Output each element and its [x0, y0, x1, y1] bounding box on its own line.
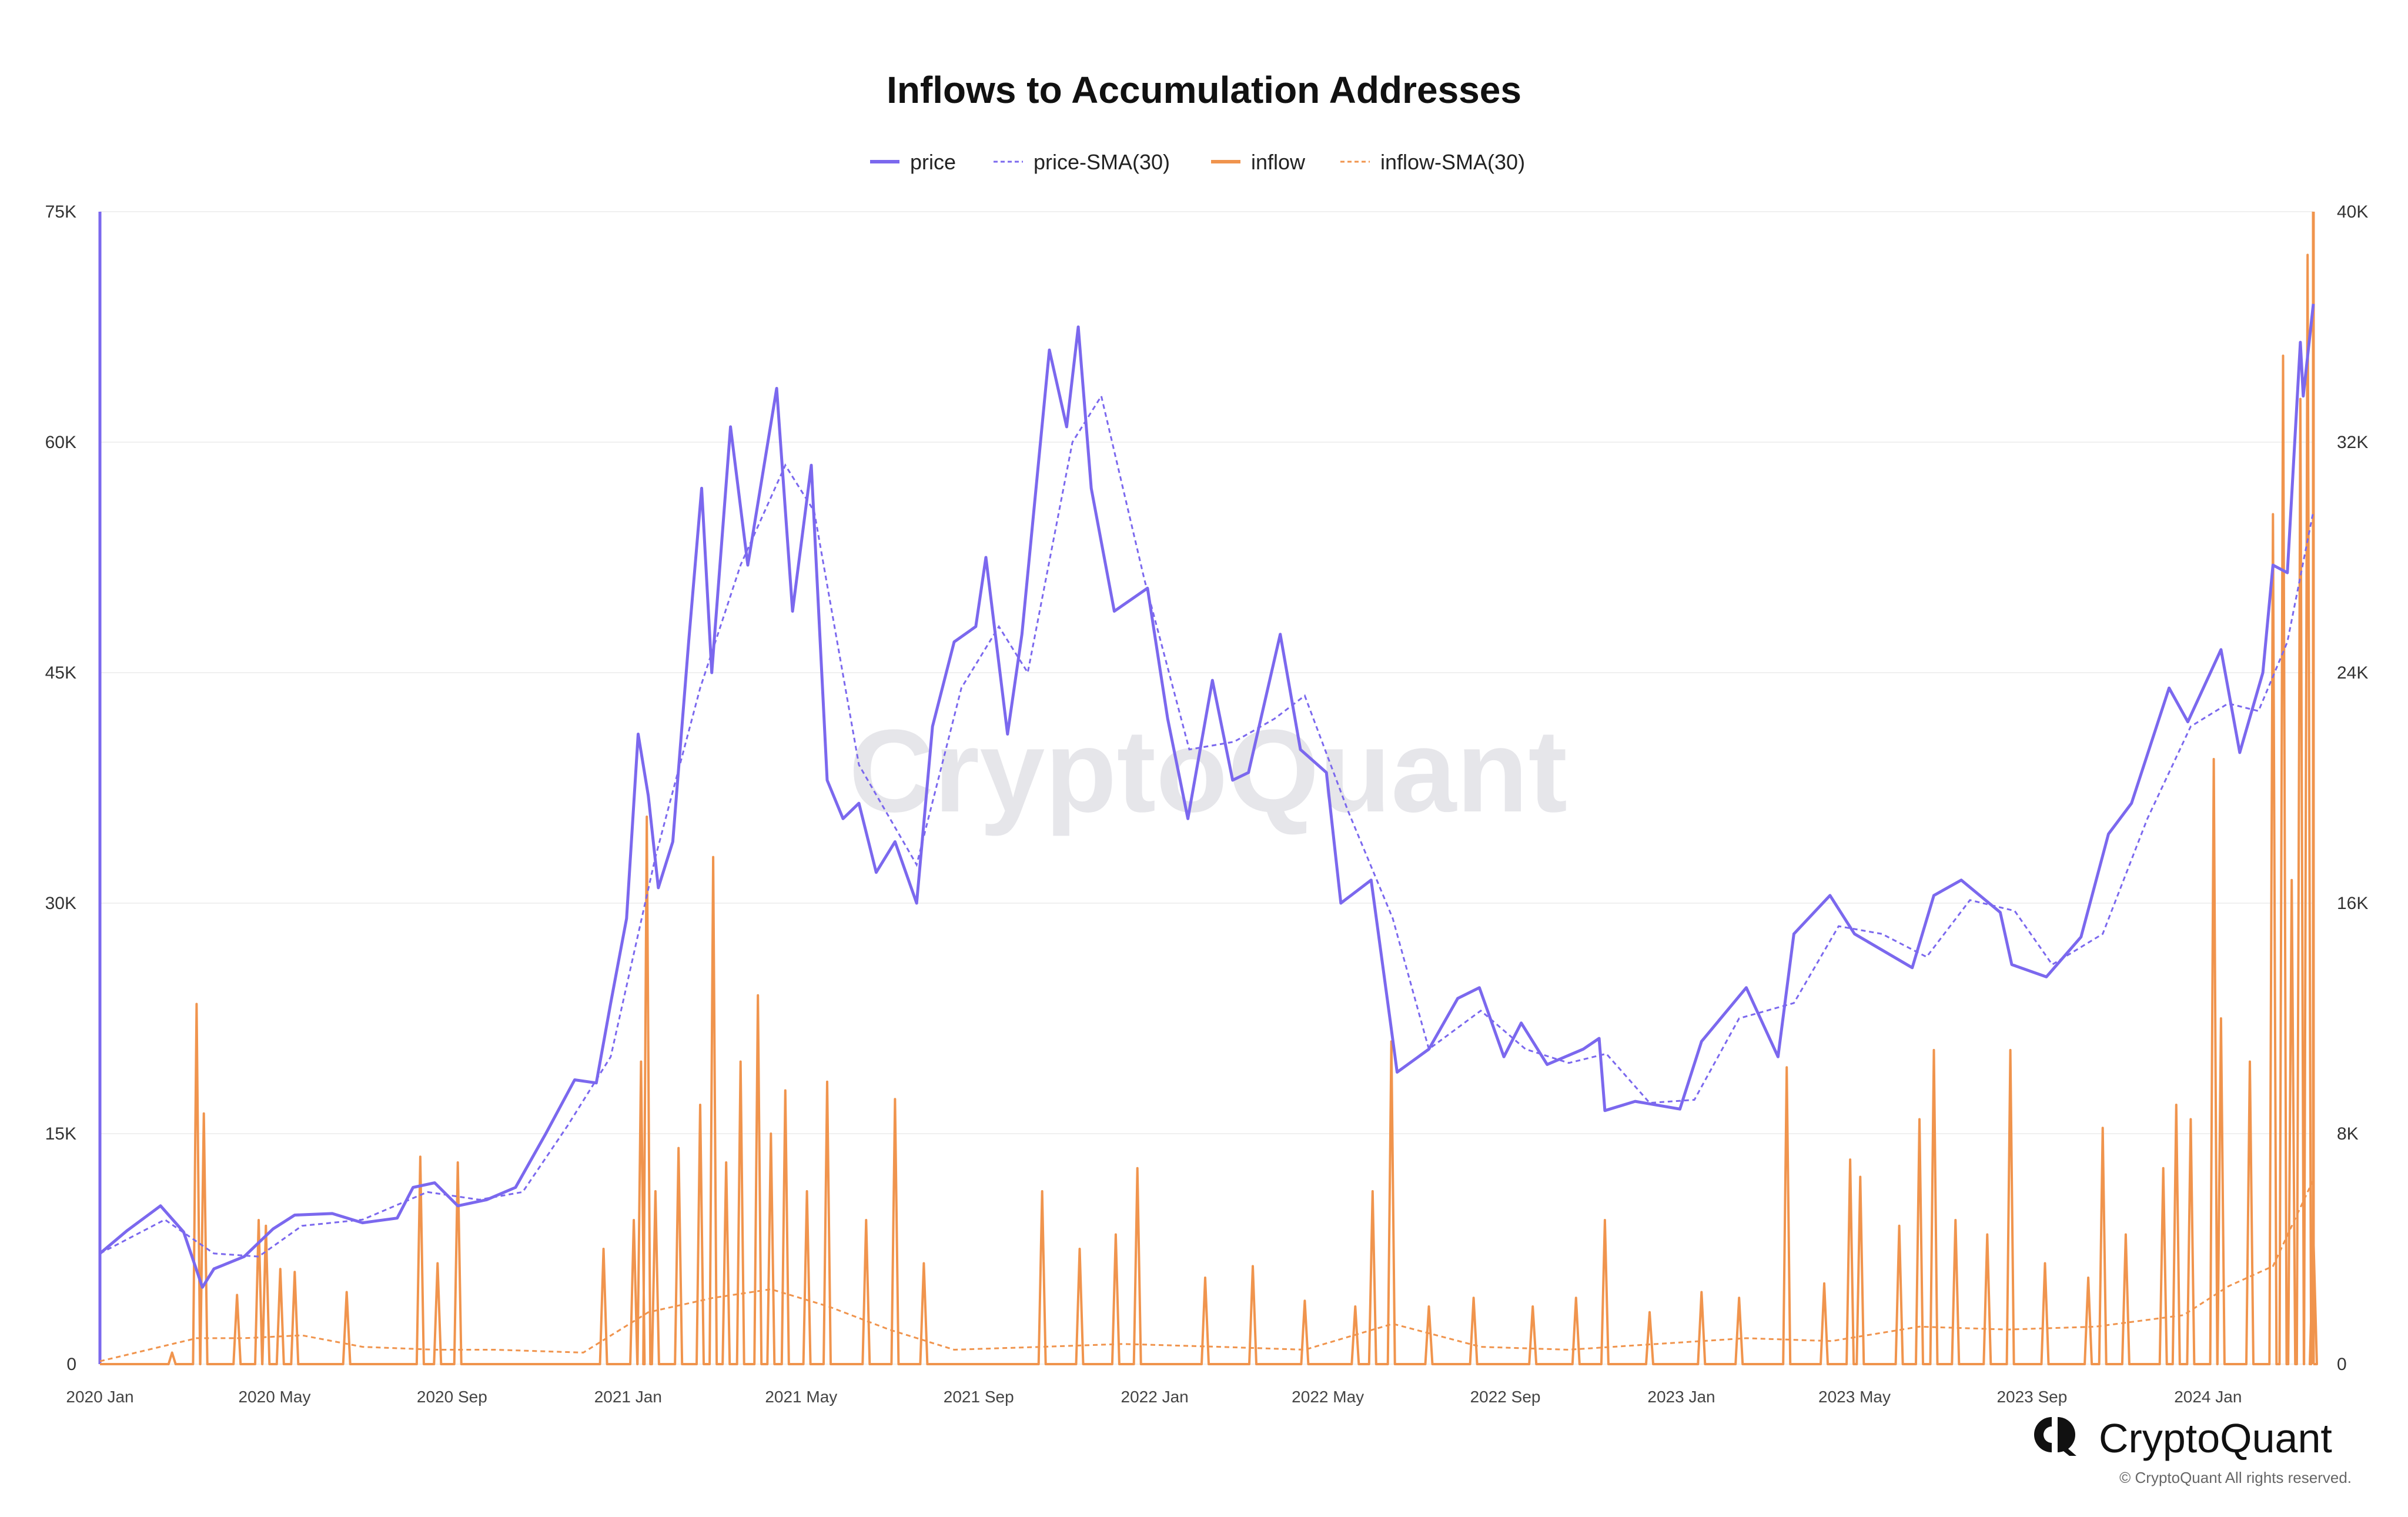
x-tick-label: 2023 May — [1818, 1388, 1891, 1406]
legend-item-price-sma[interactable]: price-SMA(30) — [994, 150, 1170, 174]
x-tick-label: 2024 Jan — [2174, 1388, 2242, 1406]
x-tick-label: 2022 Sep — [1470, 1388, 1541, 1406]
legend-label: inflow — [1251, 150, 1306, 174]
brand-name: CryptoQuant — [2099, 1415, 2332, 1461]
legend-item-price[interactable]: price — [870, 150, 956, 174]
y-right-tick-label: 16K — [2337, 894, 2368, 913]
x-tick-label: 2023 Jan — [1647, 1388, 1715, 1406]
x-tick-label: 2023 Sep — [1996, 1388, 2067, 1406]
y-left-tick-label: 45K — [45, 663, 76, 683]
y-axis-right: 0 8K 16K 24K 32K 40K — [2312, 202, 2368, 1374]
legend-label: inflow-SMA(30) — [1380, 150, 1525, 174]
legend-item-inflow-sma[interactable]: inflow-SMA(30) — [1340, 150, 1525, 174]
y-right-tick-label: 0 — [2337, 1355, 2347, 1374]
series-inflow-sma-line — [99, 1179, 2315, 1362]
y-left-tick-label: 60K — [45, 433, 76, 452]
y-left-tick-label: 15K — [45, 1124, 76, 1144]
x-tick-label: 2021 Sep — [944, 1388, 1014, 1406]
x-tick-label: 2021 Jan — [594, 1388, 662, 1406]
brand-logo: CryptoQuant — [2034, 1415, 2332, 1461]
legend: price price-SMA(30) inflow inflow-SMA(30) — [870, 150, 1525, 174]
x-tick-label: 2020 Sep — [417, 1388, 487, 1406]
y-right-tick-label: 40K — [2337, 202, 2368, 222]
legend-item-inflow[interactable]: inflow — [1211, 150, 1306, 174]
series-price-line — [99, 303, 2315, 1289]
y-right-tick-label: 32K — [2337, 433, 2368, 452]
y-left-tick-label: 0 — [66, 1355, 76, 1374]
series-inflow-line — [100, 253, 2318, 1365]
plot-area — [99, 253, 2318, 1365]
legend-label: price — [910, 150, 956, 174]
y-left-tick-label: 30K — [45, 894, 76, 913]
x-tick-label: 2022 May — [1292, 1388, 1364, 1406]
cryptoquant-logo-icon — [2034, 1417, 2076, 1456]
x-tick-label: 2020 Jan — [66, 1388, 133, 1406]
x-tick-label: 2020 May — [238, 1388, 310, 1406]
x-axis: 2020 Jan 2020 May 2020 Sep 2021 Jan 2021 May… — [66, 1388, 2242, 1406]
watermark: CryptoQuant — [849, 706, 1567, 837]
y-axis-left: 0 15K 30K 45K 60K 75K — [45, 202, 102, 1374]
x-tick-label: 2021 May — [765, 1388, 837, 1406]
y-right-tick-label: 24K — [2337, 663, 2368, 683]
chart-title: Inflows to Accumulation Addresses — [887, 69, 1521, 111]
legend-label: price-SMA(30) — [1034, 150, 1170, 174]
x-tick-label: 2022 Jan — [1121, 1388, 1189, 1406]
copyright: © CryptoQuant All rights reserved. — [2119, 1469, 2352, 1486]
y-right-tick-label: 8K — [2337, 1124, 2359, 1144]
y-left-tick-label: 75K — [45, 202, 76, 222]
